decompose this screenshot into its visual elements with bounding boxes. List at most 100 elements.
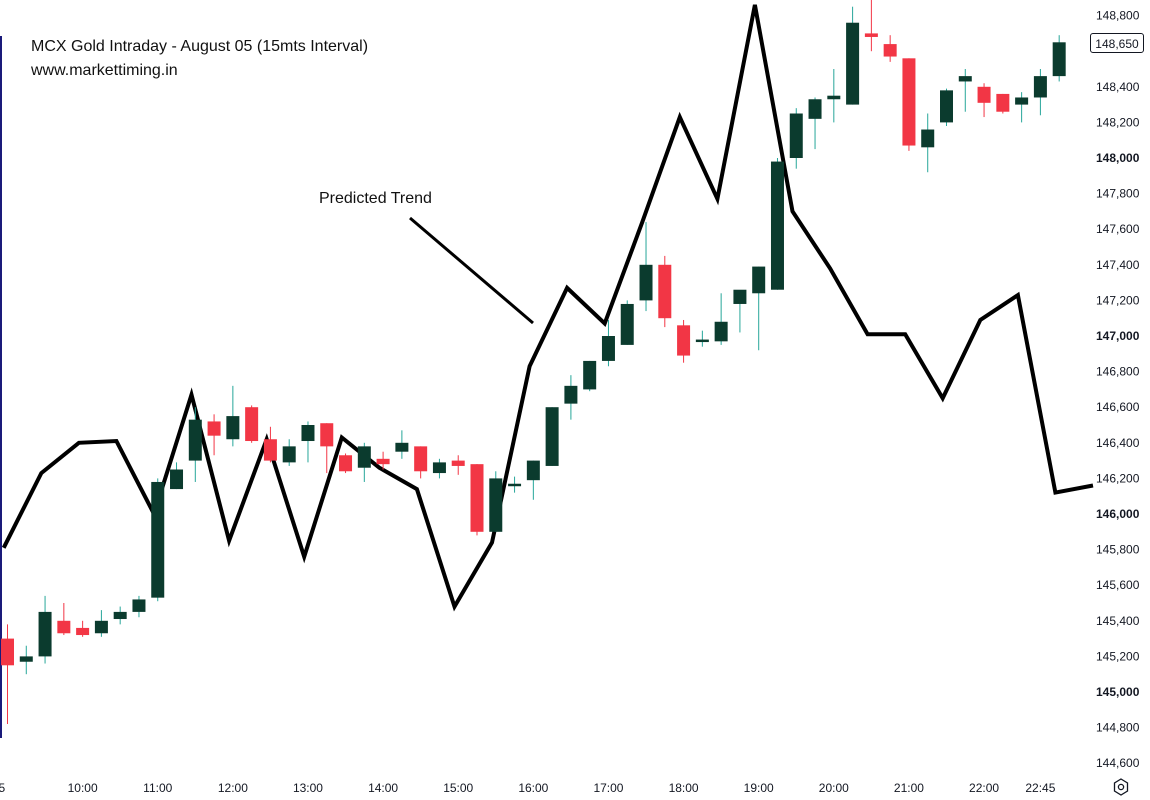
price-axis-tick-label: 147,600 [1096,222,1140,236]
price-axis-tick-label: 147,400 [1096,258,1140,272]
price-axis-tick-label: 146,600 [1096,400,1140,414]
price-axis-tick-label: 144,800 [1096,721,1140,735]
candle-body [1033,76,1047,98]
candle-body [76,627,90,636]
time-axis-tick-label: 18:00 [669,781,699,795]
candle-body [320,423,334,447]
predicted-trend-annotation: Predicted Trend [319,190,432,207]
candle-body [733,289,747,304]
time-axis-tick-label: 20:00 [819,781,849,795]
candle-body [789,113,803,158]
candle-body [620,303,634,345]
candle-body [583,360,597,390]
candle-body [19,656,33,662]
candle-body [883,44,897,57]
time-axis[interactable]: 5 10:00 11:00 12:00 13:00 14:00 15:00 16:00 17:0… [0,781,1056,795]
predicted-trend-layer [1,4,1094,612]
candle-body [38,611,52,657]
candle-body [263,439,277,461]
candle-body [996,93,1010,112]
candle-body [339,455,353,472]
candle-body [770,161,784,290]
candle-body [1,638,14,666]
price-axis-tick-label: 146,200 [1096,471,1140,485]
candle-body [958,76,972,82]
candle-body [414,446,428,472]
predicted-trend-line [1,4,1094,612]
candle-body [226,416,240,440]
time-axis-tick-label: 22:00 [969,781,999,795]
candle-body [170,469,184,490]
candle-body [508,483,522,487]
website-label: www.markettiming.in [31,62,178,79]
candle-body [113,611,127,620]
time-axis-tick-label: 5 [0,781,6,795]
price-axis-tick-label: 145,200 [1096,649,1140,663]
price-axis-tick-label: 148,800 [1096,9,1140,23]
price-axis-tick-label: 148,200 [1096,115,1140,129]
price-axis-tick-label: 146,000 [1096,507,1140,521]
candle-body [245,407,259,442]
candle-body [658,264,672,319]
time-axis-tick-label: 11:00 [143,781,172,795]
candle-body [489,478,503,532]
time-axis-tick-label: 13:00 [293,781,323,795]
candle-body [470,464,484,532]
price-axis-tick-label: 145,800 [1096,543,1140,557]
candle-body [57,620,71,634]
candle-body [526,460,540,481]
candle-body [677,325,691,356]
price-axis-tick-label: 146,400 [1096,436,1140,450]
candle-body [564,385,578,404]
candle-body [864,33,878,37]
candle-body [188,419,202,461]
left-border-line [0,36,2,738]
candle-body [357,446,371,468]
candle-body [714,321,728,342]
time-axis-tick-label: 21:00 [894,781,924,795]
price-axis-tick-label: 147,800 [1096,187,1140,201]
price-axis-tick-label: 145,400 [1096,614,1140,628]
time-axis-tick-label: 15:00 [443,781,473,795]
candle-body [808,99,822,119]
time-axis-tick-label: 12:00 [218,781,248,795]
candle-body [132,599,146,612]
time-axis-tick-label: 19:00 [744,781,774,795]
settings-gear-icon[interactable] [1112,778,1130,796]
candle-body [1052,42,1066,77]
candle-body [639,264,653,301]
annotation-pointer-line [409,216,534,325]
price-axis[interactable]: 148,800 148,400 148,200 148,000 147,800 147,6… [1096,9,1140,771]
candle-body [94,620,108,634]
price-axis-tick-label: 148,400 [1096,80,1140,94]
candles-layer [1,0,1066,725]
price-axis-tick-label: 147,200 [1096,293,1140,307]
price-axis-tick-label: 145,600 [1096,578,1140,592]
time-axis-tick-label: 14:00 [368,781,398,795]
candle-body [451,460,465,466]
candle-body [151,481,165,598]
candle-body [827,95,841,100]
time-axis-tick-label: 22:45 [1025,781,1055,795]
candle-body [376,458,390,465]
time-axis-tick-label: 17:00 [593,781,623,795]
time-axis-tick-label: 16:00 [518,781,548,795]
price-axis-tick-label: 145,000 [1096,685,1140,699]
price-axis-tick-label: 144,600 [1096,756,1140,770]
candle-body [902,58,916,146]
candle-body [940,90,953,123]
candle-body [301,425,315,442]
last-price-tag: 148,650 [1090,33,1144,53]
candle-body [752,266,766,294]
candle-body [282,446,296,463]
chart-title: MCX Gold Intraday - August 05 (15mts Int… [31,38,369,55]
price-axis-tick-label: 148,000 [1096,151,1140,165]
candle-body [977,86,991,103]
candle-body [432,462,446,474]
price-axis-tick-label: 146,800 [1096,365,1140,379]
candle-body [921,129,935,148]
candle-body [601,336,615,361]
candle-body [545,407,559,466]
candle-body [207,421,221,436]
